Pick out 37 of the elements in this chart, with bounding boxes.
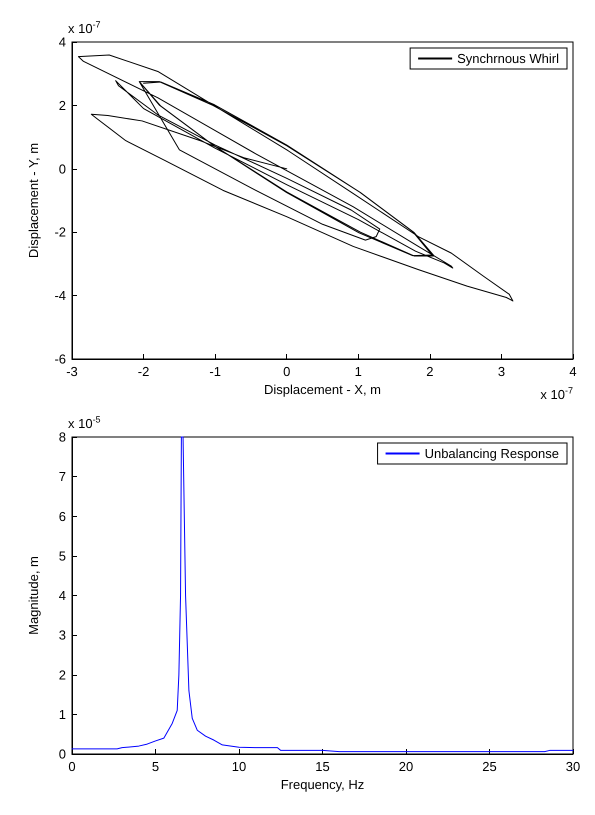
x-tick-label: -3 bbox=[66, 364, 78, 379]
y-tick-label: 4 bbox=[58, 34, 66, 50]
y-tick-label: 0 bbox=[58, 161, 66, 176]
x-tick-label: 20 bbox=[398, 759, 414, 774]
x-tick-label: -2 bbox=[138, 364, 150, 379]
y-tick-label: 8 bbox=[58, 430, 66, 444]
y-tick-label: 6 bbox=[58, 508, 66, 524]
x-tick-label: -1 bbox=[209, 364, 221, 379]
y-tick-label: -6 bbox=[54, 352, 66, 366]
x-tick-label: 0 bbox=[68, 759, 76, 774]
legend-label: Unbalancing Response bbox=[424, 446, 560, 461]
x-tick-label: 15 bbox=[315, 759, 330, 774]
line-series bbox=[72, 436, 574, 752]
legend-label: Synchrnous Whirl bbox=[457, 51, 560, 66]
x-axis-title: Displacement - X, m bbox=[264, 382, 382, 397]
y-tick-label: 1 bbox=[58, 706, 66, 722]
x-tick-label: 25 bbox=[482, 759, 497, 774]
x-axis-title: Frequency, Hz bbox=[280, 777, 364, 792]
x-tick-label: 0 bbox=[283, 364, 290, 379]
y-axis-title: Displacement - Y, m bbox=[26, 142, 41, 258]
y-tick-label: 4 bbox=[58, 588, 66, 603]
x-tick-label: 3 bbox=[498, 364, 506, 379]
y-tick-label: -2 bbox=[54, 224, 66, 240]
x-tick-label: 1 bbox=[354, 364, 362, 379]
x-tick-label: 5 bbox=[152, 759, 160, 774]
y-tick-label: 2 bbox=[58, 667, 66, 682]
x-tick-label: 10 bbox=[232, 759, 246, 774]
y-tick-label: 2 bbox=[58, 98, 66, 113]
y-tick-label: 0 bbox=[58, 746, 66, 762]
x-tick-label: 30 bbox=[566, 759, 580, 774]
y-tick-label: 3 bbox=[58, 628, 66, 643]
y-tick-label: 7 bbox=[58, 469, 66, 484]
x-tick-label: 4 bbox=[569, 364, 577, 379]
y-axis-title: Magnitude, m bbox=[26, 556, 41, 635]
x-tick-label: 2 bbox=[426, 364, 434, 379]
y-tick-label: 5 bbox=[58, 548, 66, 564]
y-tick-label: -4 bbox=[54, 288, 66, 304]
